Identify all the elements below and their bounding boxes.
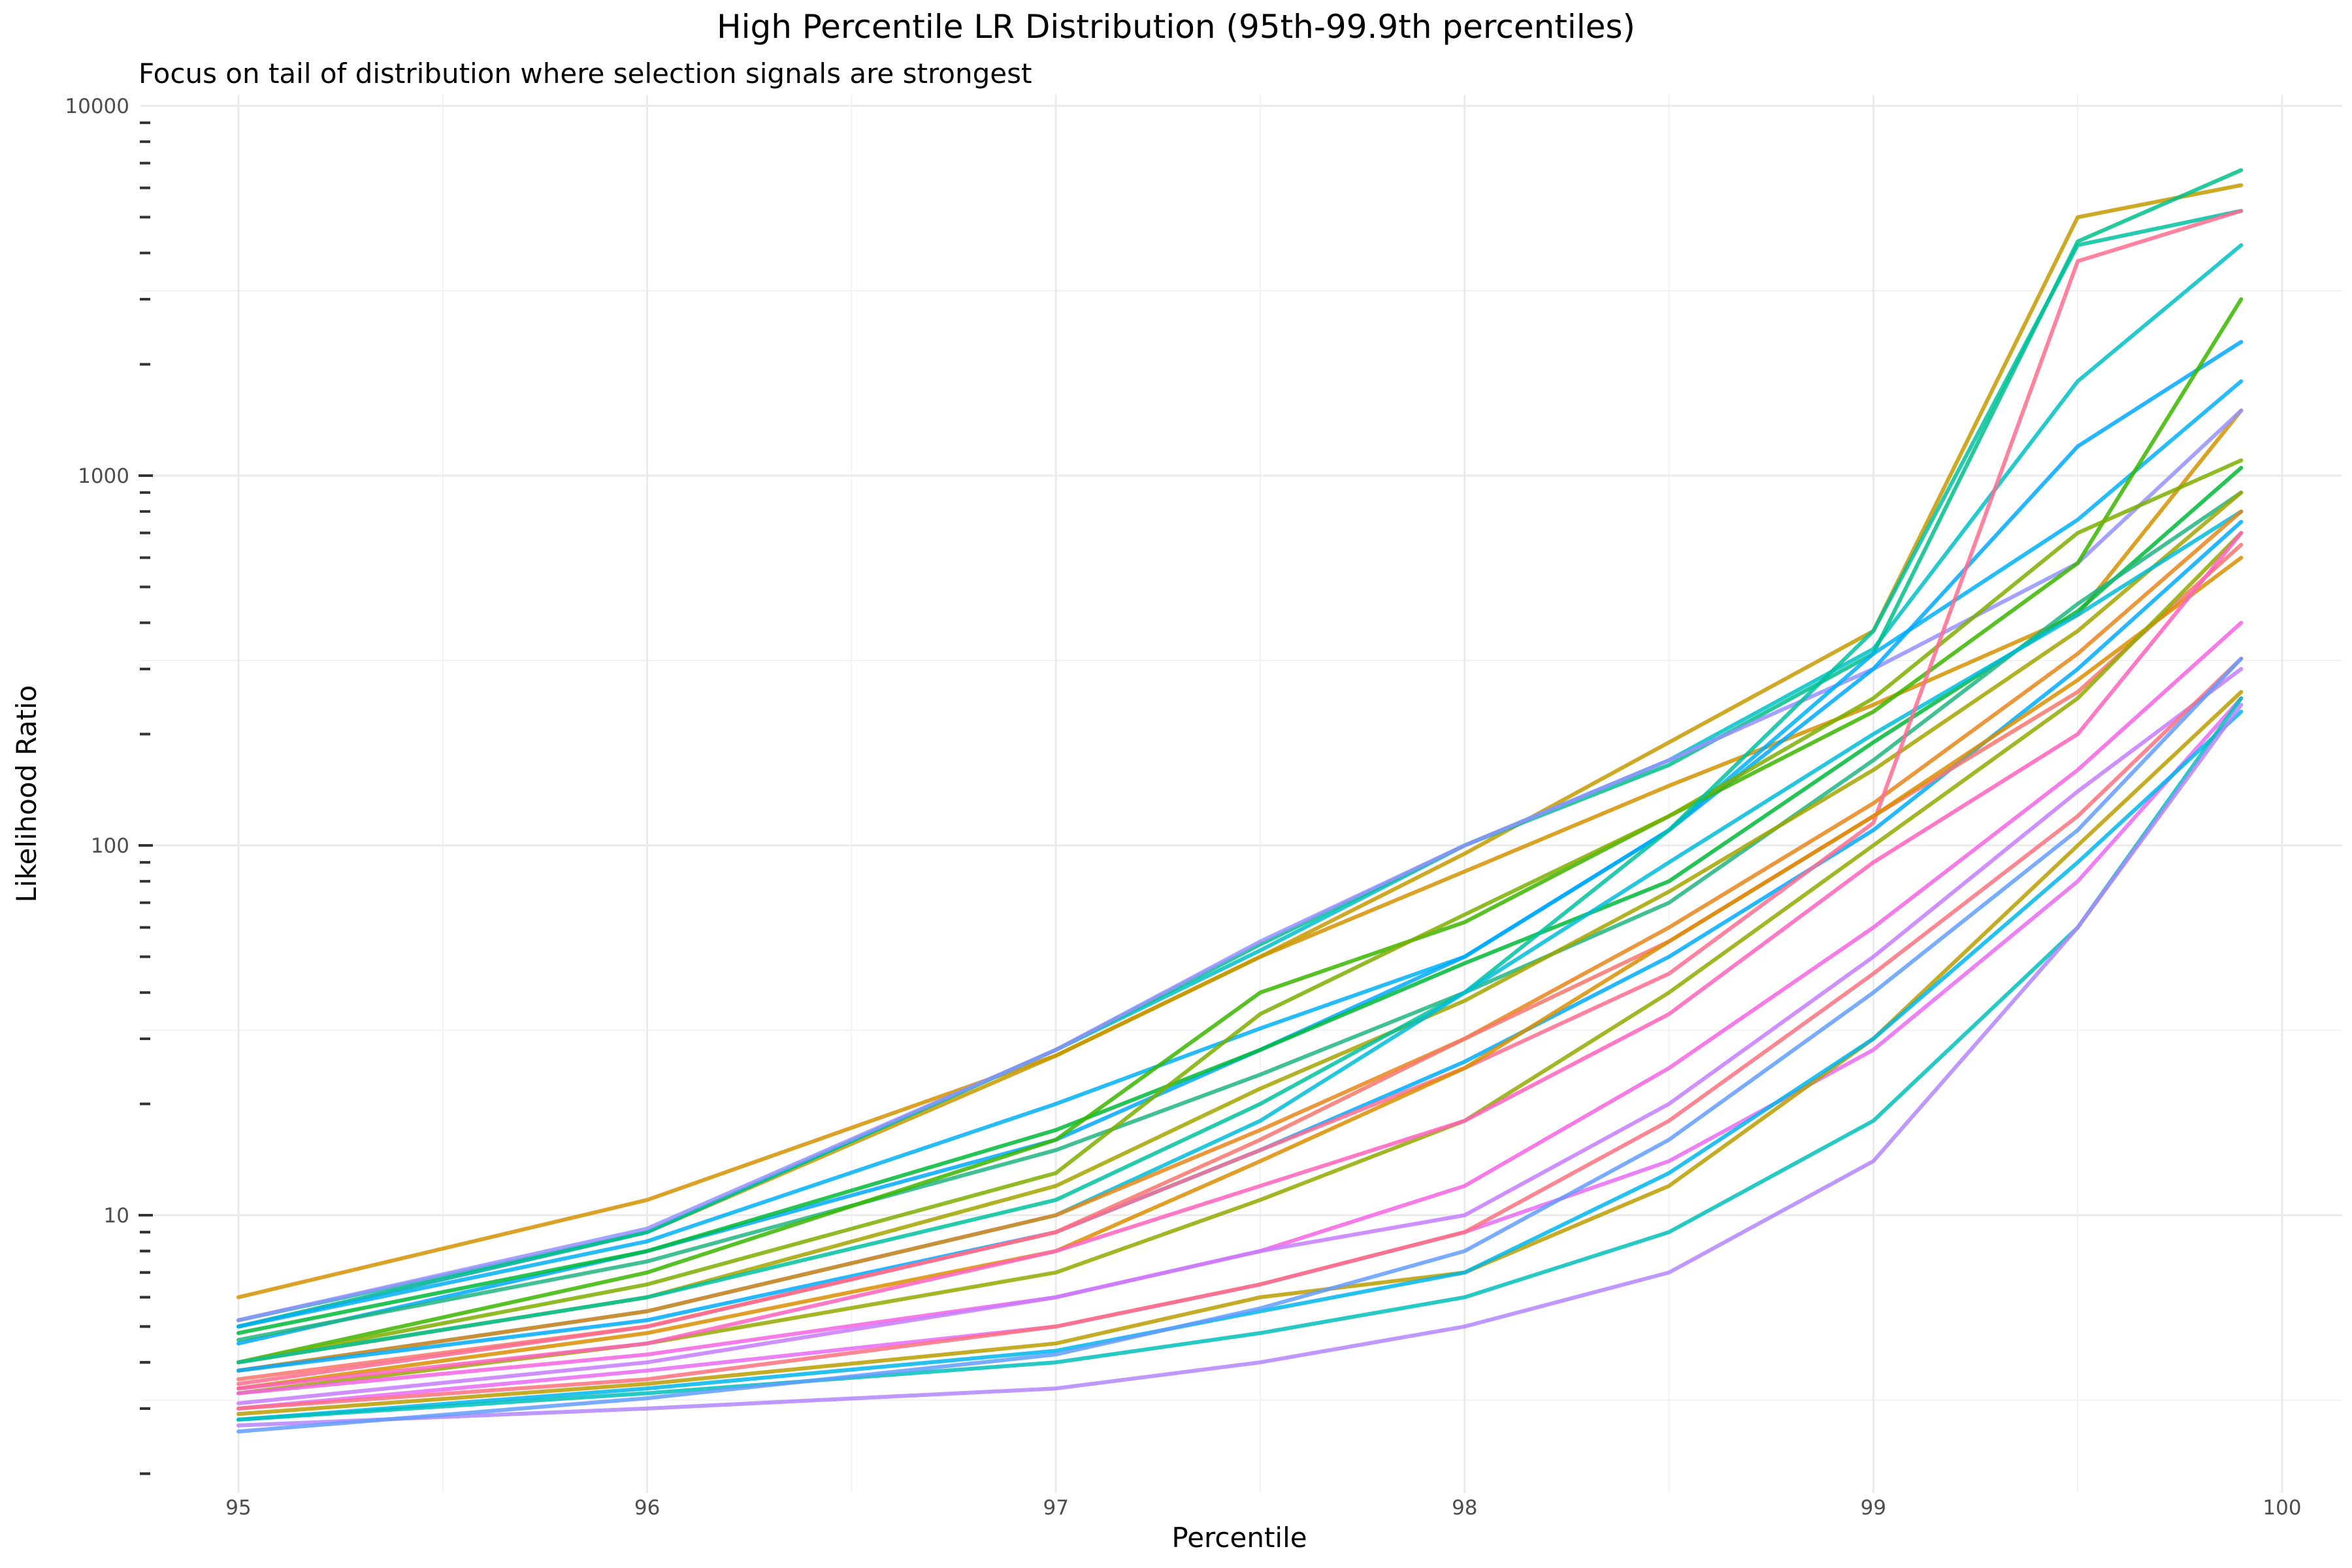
series-line-22 — [237, 621, 2244, 1396]
x-axis-title: Percentile — [1171, 1522, 1307, 1554]
series-line-30 — [237, 657, 2244, 1434]
series-line-1 — [237, 408, 2244, 1299]
series-line-13 — [237, 208, 2244, 1365]
chart-title: High Percentile LR Distribution (95th-99… — [716, 8, 1636, 46]
series-line-9 — [237, 490, 2244, 1342]
chart-subtitle: Focus on tail of distribution where sele… — [139, 57, 1032, 90]
series-line-25 — [237, 657, 2244, 1411]
x-tick-label: 100 — [2262, 1496, 2301, 1520]
series-line-7 — [237, 340, 2244, 1346]
series-line-6 — [237, 379, 2244, 1329]
y-axis-title: Likelihood Ratio — [10, 685, 42, 903]
grid — [140, 95, 2342, 1493]
series-line-19 — [237, 555, 2244, 1391]
series-line-12 — [237, 490, 2244, 1365]
axes: 10 100 1000 10000 95 96 97 98 99 100 — [65, 95, 2301, 1520]
y-tick-label: 100 — [91, 834, 129, 858]
series-line-5 — [237, 408, 2244, 1322]
series-line-29 — [237, 702, 2244, 1428]
x-tick-label: 98 — [1452, 1496, 1477, 1520]
x-tick-label: 97 — [1043, 1496, 1068, 1520]
series-line-27 — [237, 710, 2244, 1422]
series-line-23 — [237, 666, 2244, 1405]
y-tick-label: 1000 — [78, 465, 129, 488]
series-lines — [237, 168, 2244, 1434]
x-tick-label: 99 — [1861, 1496, 1886, 1520]
y-tick-label: 10000 — [65, 95, 129, 118]
series-line-21 — [237, 531, 2244, 1391]
series-line-16 — [237, 519, 2244, 1373]
y-tick-label: 10 — [104, 1204, 129, 1228]
series-line-3 — [237, 243, 2244, 1329]
x-tick-label: 96 — [634, 1496, 660, 1520]
series-line-10 — [237, 297, 2244, 1365]
x-tick-label: 95 — [225, 1496, 251, 1520]
series-line-11 — [237, 458, 2244, 1365]
